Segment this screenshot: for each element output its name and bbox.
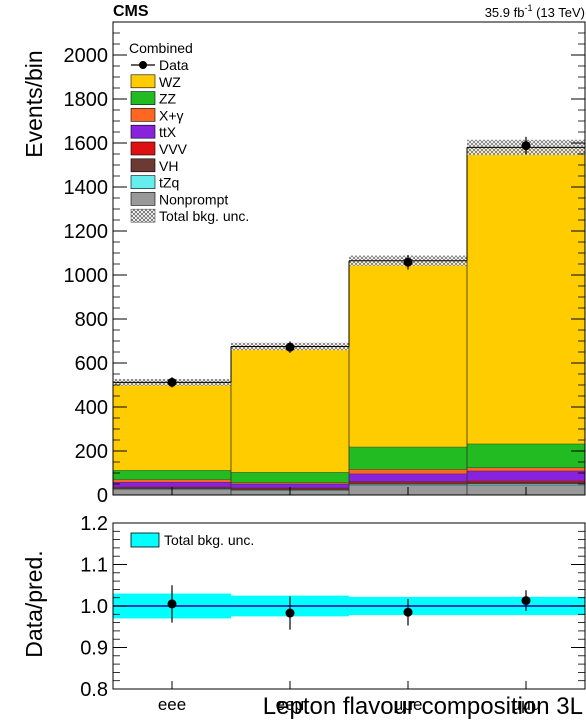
bar-ZZ-0 [113, 470, 231, 480]
legend-label: WZ [159, 74, 181, 90]
bar-tZq-2 [349, 484, 467, 486]
ratio-legend-swatch [130, 532, 160, 548]
main-total-outline [113, 146, 585, 495]
bar-VVV-2 [349, 481, 467, 483]
legend-label: ZZ [159, 91, 177, 107]
x-tick-label-1: eeμ [276, 695, 305, 714]
ratio-y-axis-title: Data/pred. [21, 550, 47, 657]
ratio-y-tick-label: 0.8 [80, 679, 108, 701]
legend-swatch-VH [130, 158, 156, 173]
x-tick-label-0: eee [158, 695, 186, 714]
bar-ttX-0 [113, 482, 231, 488]
main-y-axis: 0 200 400 600 800 1000 1200 1400 1600 1800 2000 [64, 21, 585, 507]
ratio-legend: Total bkg. unc. [130, 532, 254, 548]
data-point-1 [285, 342, 295, 352]
bar-VH-2 [349, 482, 467, 485]
main-data-points [167, 136, 531, 388]
legend-swatch-unc [130, 208, 156, 223]
bar-WZ-0 [113, 382, 231, 471]
data-point-2 [403, 257, 413, 267]
main-y-axis-title: Events/bin [21, 50, 47, 157]
bar-WZ-1 [231, 346, 349, 473]
x-axis: eee eeμ μμe μμμ [158, 487, 541, 714]
x-axis-title: Lepton flavour composition 3L [263, 693, 583, 720]
bar-X-3 [467, 467, 585, 472]
bar-ttX-1 [231, 484, 349, 488]
legend-title: Combined [129, 40, 193, 56]
main-y-tick-label: 800 [75, 309, 108, 331]
bar-WZ-3 [467, 147, 585, 444]
legend-swatch-tZq [130, 175, 156, 189]
bar-VH-3 [467, 482, 585, 484]
ratio-uncertainty-band [113, 593, 585, 619]
x-tick-label-3: μμμ [511, 695, 540, 714]
ratio-y-tick-label: 1.1 [80, 555, 108, 577]
legend-swatch-WZ [130, 74, 156, 89]
ratio-point-0 [167, 599, 177, 609]
main-y-tick-label: 0 [97, 485, 108, 507]
ratio-legend-label: Total bkg. unc. [164, 532, 254, 548]
bar-X-0 [113, 479, 231, 483]
main-plot-frame [112, 21, 586, 496]
ratio-y-tick-label: 1.0 [80, 596, 108, 618]
main-y-tick-label: 1600 [64, 133, 109, 155]
lumi-label: 35.9 fb-1 (13 TeV) [485, 3, 585, 20]
data-point-0 [167, 377, 177, 387]
legend-label: Nonprompt [159, 191, 228, 207]
bar-ZZ-3 [467, 443, 585, 468]
ratio-y-tick-label: 0.9 [80, 638, 108, 660]
legend-label: VH [159, 158, 178, 174]
legend-label: Data [159, 57, 189, 73]
main-y-tick-label: 2000 [64, 45, 109, 67]
main-legend: CombinedDataWZZZX+γttXVVVVHtZqNonpromptT… [129, 40, 249, 224]
bar-tZq-3 [467, 484, 585, 486]
ratio-point-1 [285, 608, 295, 618]
legend-label: ttX [159, 124, 177, 140]
bar-X-2 [349, 469, 467, 474]
legend-swatch-ZZ [130, 91, 156, 105]
bar-VVV-3 [467, 480, 585, 483]
main-y-tick-label: 1800 [64, 89, 109, 111]
bar-ZZ-2 [349, 447, 467, 470]
ratio-y-tick-label: 1.2 [80, 513, 108, 535]
data-point-3 [521, 141, 531, 151]
legend-swatch-Nonprompt [130, 192, 156, 206]
bar-ZZ-1 [231, 472, 349, 483]
bar-X-1 [231, 482, 349, 484]
ratio-y-axis: 0.8 0.9 1.0 1.1 1.2 [80, 513, 585, 701]
legend-label: VVV [159, 141, 188, 157]
bar-ttX-3 [467, 471, 585, 481]
legend-label: tZq [159, 175, 179, 191]
main-y-tick-label: 600 [75, 353, 108, 375]
ratio-data-points [167, 585, 531, 630]
legend-label: Total bkg. unc. [159, 208, 249, 224]
x-tick-label-2: μμe [393, 695, 422, 714]
main-y-tick-label: 1400 [64, 177, 109, 199]
main-y-tick-label: 200 [75, 441, 108, 463]
ratio-point-3 [521, 596, 531, 606]
ratio-point-2 [403, 607, 413, 617]
legend-marker-data-point [139, 61, 147, 69]
legend-swatch-VVV [130, 141, 156, 156]
legend-swatch-X [130, 108, 156, 122]
main-y-tick-label: 1200 [64, 221, 109, 243]
main-y-tick-label: 400 [75, 397, 108, 419]
main-y-tick-label: 1000 [64, 265, 109, 287]
bar-WZ-2 [349, 260, 467, 448]
bar-ttX-2 [349, 473, 467, 482]
legend-label: X+γ [159, 107, 184, 123]
legend-swatch-ttX [130, 124, 156, 139]
experiment-label: CMS [113, 3, 149, 20]
